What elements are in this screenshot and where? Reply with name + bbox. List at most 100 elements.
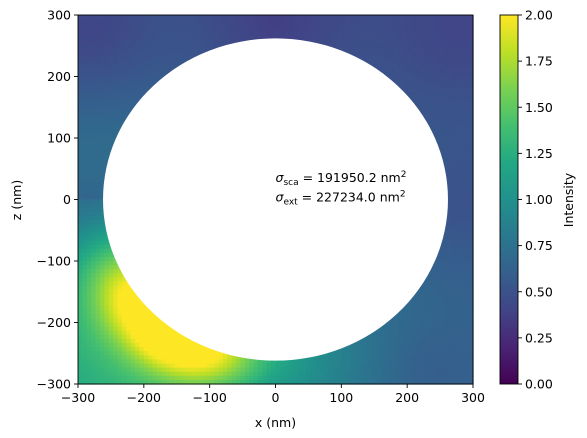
heatmap-cell [104, 363, 110, 369]
heatmap-cell [214, 27, 220, 32]
heatmap-cell [192, 31, 198, 37]
heatmap-cell [82, 43, 88, 49]
heatmap-cell [126, 15, 132, 20]
heatmap-cell [95, 43, 101, 49]
heatmap-cell [200, 39, 206, 45]
heatmap-cell [99, 343, 105, 348]
heatmap-cell [148, 343, 154, 348]
heatmap-cell [108, 334, 114, 340]
heatmap-cell [139, 39, 145, 45]
heatmap-cell [293, 379, 299, 385]
heatmap-cell [218, 15, 224, 20]
heatmap-cell [117, 359, 123, 365]
heatmap-cell [91, 47, 97, 53]
heatmap-cell [82, 306, 88, 311]
heatmap-cell [192, 367, 198, 373]
heatmap-cell [187, 35, 193, 41]
heatmap-cell [108, 306, 114, 311]
heatmap-cell [152, 318, 158, 324]
heatmap-cell [108, 338, 114, 344]
heatmap-cell [130, 47, 136, 53]
heatmap-cell [161, 363, 167, 369]
heatmap-cell [82, 101, 88, 106]
heatmap-cell [95, 76, 101, 82]
heatmap-cell [91, 211, 97, 217]
heatmap-cell [86, 306, 92, 311]
heatmap-cell [82, 203, 88, 209]
heatmap-cell [78, 174, 83, 180]
heatmap-cell [99, 121, 105, 127]
heatmap-cell [117, 293, 123, 299]
heatmap-cell [104, 314, 110, 319]
heatmap-cell [82, 338, 88, 344]
heatmap-cell [104, 15, 110, 20]
heatmap-cell [99, 248, 105, 254]
heatmap-cell [139, 371, 145, 377]
heatmap-cell [113, 27, 119, 32]
heatmap-cell [86, 375, 92, 381]
heatmap-cell [95, 273, 101, 278]
heatmap-cell [222, 39, 228, 45]
heatmap-cell [78, 92, 83, 98]
heatmap-cell [78, 228, 83, 233]
heatmap-cell [78, 39, 83, 45]
heatmap-cell [113, 334, 119, 340]
heatmap-cell [82, 105, 88, 110]
heatmap-cell [113, 15, 119, 20]
heatmap-cell [99, 281, 105, 287]
heatmap-cell [284, 35, 290, 41]
heatmap-cell [130, 379, 136, 385]
heatmap-cell [91, 306, 97, 311]
heatmap-cell [240, 23, 246, 28]
heatmap-cell [78, 43, 83, 49]
heatmap-cell [271, 31, 277, 37]
heatmap-cell [86, 224, 92, 229]
heatmap-cell [99, 326, 105, 332]
heatmap-cell [139, 76, 145, 82]
heatmap-cell [135, 76, 141, 82]
heatmap-cell [262, 19, 268, 24]
heatmap-cell [139, 326, 145, 332]
heatmap-cell [262, 379, 268, 385]
heatmap-cell [161, 330, 167, 336]
heatmap-cell [78, 68, 83, 73]
heatmap-cell [148, 338, 154, 344]
heatmap-cell [91, 174, 97, 180]
heatmap-cell [161, 371, 167, 377]
heatmap-cell [91, 273, 97, 278]
heatmap-cell [143, 47, 149, 53]
heatmap-cell [108, 19, 114, 24]
heatmap-cell [240, 379, 246, 385]
heatmap-cell [78, 265, 83, 270]
heatmap-cell [170, 338, 176, 344]
heatmap-cell [157, 363, 162, 369]
heatmap-cell [91, 31, 97, 37]
heatmap-cell [99, 80, 105, 86]
heatmap-cell [117, 302, 123, 307]
heatmap-cell [99, 174, 105, 180]
heatmap-cell [306, 367, 312, 373]
heatmap-cell [279, 375, 285, 381]
heatmap-cell [209, 15, 215, 20]
heatmap-cell [91, 80, 97, 86]
heatmap-cell [205, 367, 211, 373]
heatmap-cell [99, 236, 105, 242]
heatmap-cell [95, 117, 101, 123]
heatmap-cell [86, 84, 92, 90]
heatmap-cell [130, 84, 136, 90]
heatmap-cell [86, 129, 92, 135]
heatmap-cell [117, 273, 123, 278]
heatmap-cell [95, 19, 101, 24]
heatmap-cell [99, 207, 105, 213]
heatmap-cell [275, 23, 281, 28]
heatmap-cell [104, 338, 110, 344]
heatmap-cell [113, 379, 119, 385]
heatmap-cell [78, 211, 83, 217]
heatmap-cell [157, 68, 162, 73]
heatmap-cell [86, 166, 92, 172]
heatmap-cell [222, 15, 228, 20]
heatmap-cell [108, 84, 114, 90]
heatmap-cell [113, 35, 119, 41]
heatmap-cell [78, 64, 83, 69]
heatmap-cell [139, 347, 145, 352]
